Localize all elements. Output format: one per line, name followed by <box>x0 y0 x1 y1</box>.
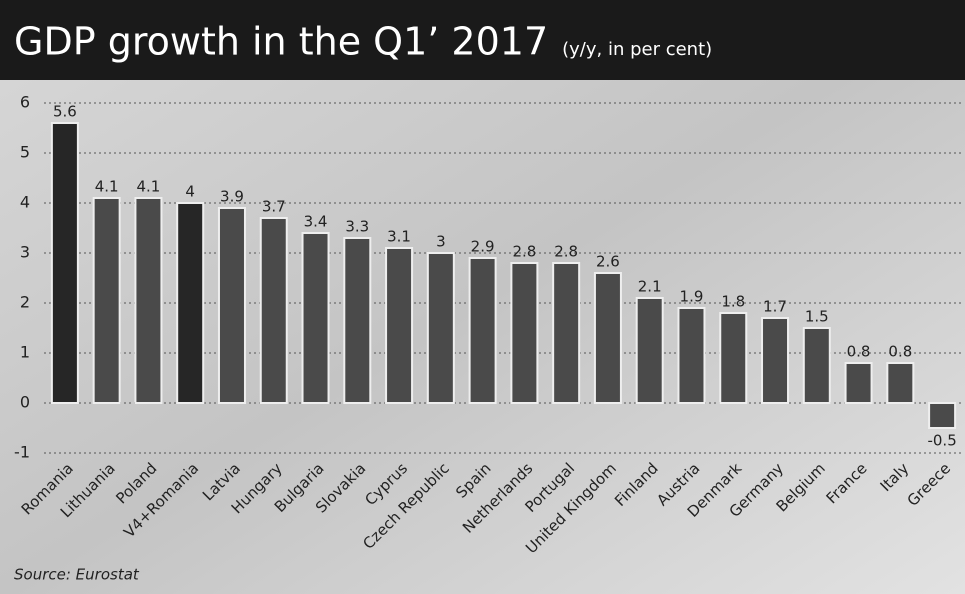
bar <box>344 238 370 403</box>
bar <box>678 308 704 403</box>
value-label: 2.8 <box>512 243 536 261</box>
y-tick-label: 5 <box>20 143 30 162</box>
value-label: 3.9 <box>220 188 244 206</box>
bar <box>428 253 454 403</box>
value-label: -0.5 <box>927 432 956 450</box>
bar <box>511 263 537 403</box>
chart: GDP growth in the Q1’ 2017 (y/y, in per … <box>0 0 965 594</box>
bar <box>94 198 120 403</box>
value-label: 0.8 <box>888 343 912 361</box>
y-tick-label: 0 <box>20 393 30 412</box>
chart-subtitle: (y/y, in per cent) <box>562 39 712 60</box>
bar <box>637 298 663 403</box>
value-label: 1.8 <box>721 293 745 311</box>
bar <box>261 218 287 403</box>
value-label: 2.6 <box>596 253 620 271</box>
value-label: 5.6 <box>53 103 77 121</box>
value-label: 1.9 <box>680 288 704 306</box>
bar <box>595 273 621 403</box>
bar <box>804 328 830 403</box>
y-tick-label: 1 <box>20 343 30 362</box>
source-note: Source: Eurostat <box>14 566 140 584</box>
bar <box>720 313 746 403</box>
bar <box>553 263 579 403</box>
value-label: 3 <box>436 233 446 251</box>
y-tick-label: 6 <box>20 93 30 112</box>
value-label: 0.8 <box>847 343 871 361</box>
y-tick-label: 3 <box>20 243 30 262</box>
value-label: 2.9 <box>471 238 495 256</box>
value-label: 1.7 <box>763 298 787 316</box>
bar <box>52 123 78 403</box>
value-label: 4.1 <box>137 178 161 196</box>
bar <box>177 203 203 403</box>
y-tick-label: 2 <box>20 293 30 312</box>
bar <box>470 258 496 403</box>
value-label: 3.3 <box>345 218 369 236</box>
bar <box>135 198 161 403</box>
bar <box>219 208 245 403</box>
value-label: 3.7 <box>262 198 286 216</box>
value-label: 3.1 <box>387 228 411 246</box>
bar <box>929 403 955 428</box>
value-label: 1.5 <box>805 308 829 326</box>
value-label: 3.4 <box>304 213 328 231</box>
value-label: 4 <box>185 183 195 201</box>
y-tick-label: -1 <box>14 443 30 462</box>
value-label: 2.8 <box>554 243 578 261</box>
bar <box>762 318 788 403</box>
bar <box>887 363 913 403</box>
chart-title: GDP growth in the Q1’ 2017 <box>14 20 548 64</box>
bar <box>386 248 412 403</box>
value-label: 2.1 <box>638 278 662 296</box>
bar <box>303 233 329 403</box>
value-label: 4.1 <box>95 178 119 196</box>
bar <box>846 363 872 403</box>
y-tick-label: 4 <box>20 193 30 212</box>
